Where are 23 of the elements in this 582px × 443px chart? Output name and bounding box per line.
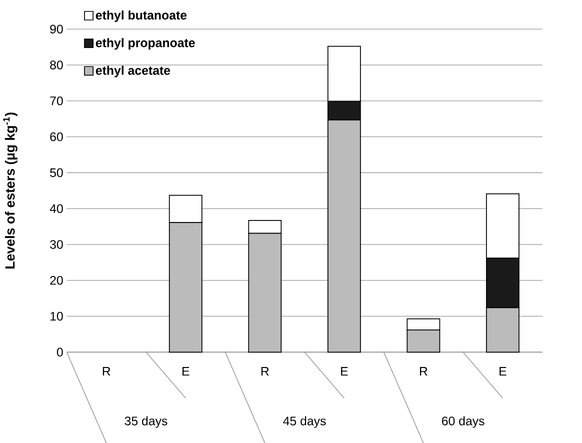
- legend-label: ethyl acetate: [96, 65, 170, 78]
- x-tick-label: R: [420, 366, 428, 376]
- x-tick-label: R: [102, 366, 110, 376]
- text: 35 days: [124, 416, 168, 428]
- text: 45 days: [283, 416, 326, 428]
- y-axis-title: Levels of esters (µg kg$^{-1}$): [3, 112, 18, 268]
- legend-label: ethyl propanoate: [96, 38, 195, 50]
- y-tick-label: 90: [50, 24, 63, 34]
- y-tick-label: 30: [50, 240, 63, 249]
- y-tick-label: 80: [50, 60, 63, 70]
- text: 60 days: [442, 416, 484, 428]
- y-tick-label: 60: [50, 132, 63, 141]
- y-tick-label: 50: [50, 168, 63, 177]
- x-tick-label: E: [182, 366, 190, 376]
- x-tick-label: R: [261, 366, 269, 376]
- y-tick-label: 0: [56, 348, 63, 356]
- y-tick-label: 10: [50, 312, 63, 320]
- y-tick-label: 20: [50, 276, 63, 285]
- x-tick-label: E: [500, 366, 506, 376]
- y-tick-label: 70: [50, 96, 63, 106]
- x-tick-label: E: [341, 366, 348, 376]
- y-tick-label: 40: [50, 204, 63, 213]
- legend-label: ethyl butanoate: [96, 10, 187, 22]
